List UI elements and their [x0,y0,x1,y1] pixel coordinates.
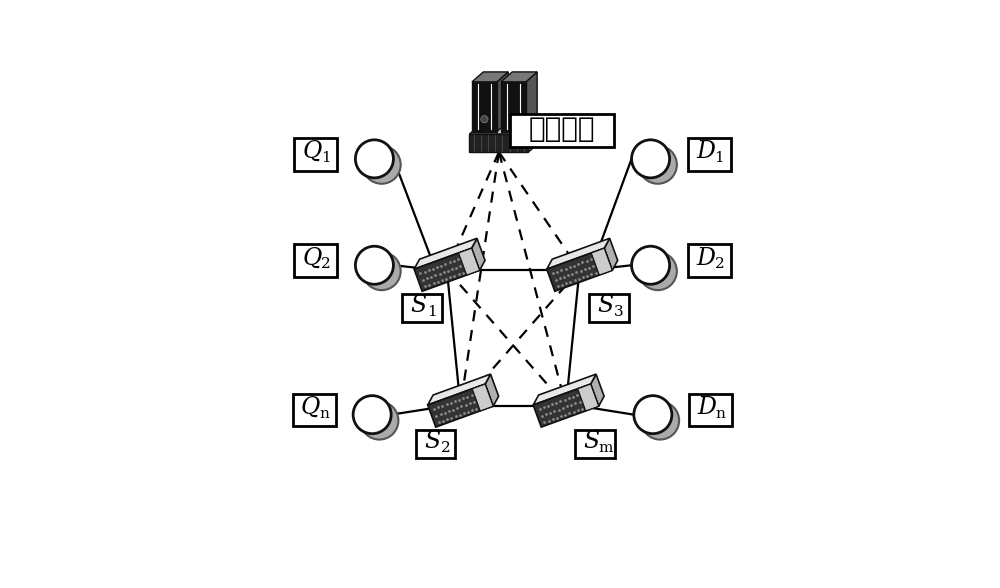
FancyBboxPatch shape [402,294,442,322]
Polygon shape [528,123,542,152]
Polygon shape [604,238,618,270]
FancyBboxPatch shape [688,138,731,171]
Text: 1: 1 [427,305,437,319]
FancyBboxPatch shape [510,114,614,146]
Text: S: S [597,294,613,317]
Polygon shape [469,134,528,152]
Circle shape [510,116,517,123]
Polygon shape [428,374,491,405]
Polygon shape [533,374,596,405]
Polygon shape [414,248,480,291]
Polygon shape [591,374,604,406]
Polygon shape [472,82,497,132]
Circle shape [353,396,391,434]
Polygon shape [428,384,493,427]
FancyBboxPatch shape [416,430,455,458]
Text: S: S [584,430,600,453]
Circle shape [363,146,401,183]
Text: S: S [410,294,426,317]
Circle shape [632,140,670,178]
FancyBboxPatch shape [293,394,336,426]
Text: 控制中心: 控制中心 [529,115,596,143]
Polygon shape [472,384,493,411]
Circle shape [355,140,393,178]
Text: m: m [598,441,613,455]
Circle shape [639,146,677,183]
Polygon shape [547,248,612,291]
Polygon shape [485,374,499,406]
Text: Q: Q [301,396,320,419]
Text: S: S [424,430,440,453]
Polygon shape [497,72,508,132]
Polygon shape [501,82,526,132]
FancyBboxPatch shape [575,430,615,458]
Circle shape [639,252,677,290]
Circle shape [632,246,670,284]
Text: n: n [716,407,726,421]
Polygon shape [469,123,542,134]
FancyBboxPatch shape [689,394,732,426]
Text: D: D [698,396,717,419]
FancyBboxPatch shape [294,245,337,277]
Text: Q: Q [302,246,322,269]
Polygon shape [578,384,599,411]
Polygon shape [501,72,537,82]
Text: Q: Q [302,140,322,163]
Circle shape [481,116,488,123]
Polygon shape [459,248,480,275]
Polygon shape [472,72,508,82]
Text: 1: 1 [321,151,330,165]
Circle shape [363,252,401,290]
Polygon shape [547,238,610,269]
Text: 2: 2 [441,441,450,455]
Text: n: n [319,407,329,421]
FancyBboxPatch shape [688,245,731,277]
Circle shape [641,402,679,440]
FancyBboxPatch shape [294,138,337,171]
Circle shape [634,396,672,434]
Polygon shape [414,238,477,269]
Text: 2: 2 [321,258,330,271]
Polygon shape [472,238,485,270]
Text: 3: 3 [614,305,624,319]
Circle shape [360,402,398,440]
Text: D: D [696,140,715,163]
Polygon shape [591,248,612,275]
Polygon shape [533,384,599,427]
Circle shape [355,246,393,284]
Text: 1: 1 [715,151,724,165]
Text: D: D [696,246,715,269]
Text: 2: 2 [715,258,724,271]
FancyBboxPatch shape [589,294,629,322]
Polygon shape [526,72,537,132]
